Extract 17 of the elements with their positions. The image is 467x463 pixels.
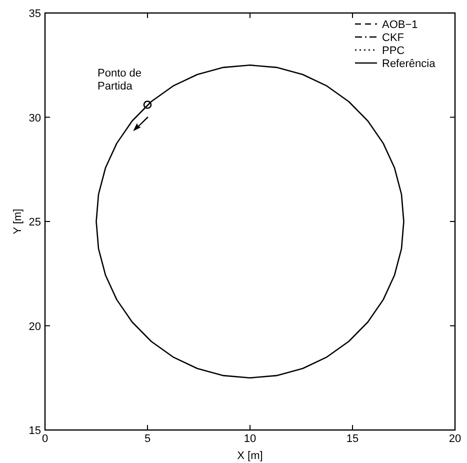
legend-label: AOB−1 (382, 19, 418, 31)
y-tick-label: 20 (28, 320, 41, 333)
x-tick-label: 15 (346, 433, 359, 445)
x-axis-title: X [m] (237, 450, 263, 462)
x-tick-label: 20 (448, 433, 462, 445)
legend-label: Referência (382, 58, 436, 70)
y-tick-label: 35 (28, 8, 41, 20)
x-tick-label: 10 (244, 433, 256, 445)
legend-label: PPC (382, 45, 405, 57)
y-tick-label: 30 (28, 112, 41, 124)
annotation: Ponto de Partida (98, 68, 142, 93)
x-tick-label: 5 (144, 433, 151, 445)
legend-label: CKF (382, 32, 404, 44)
x-tick-label: 0 (42, 433, 48, 445)
y-tick-label: 25 (28, 216, 41, 228)
y-axis-title: Y [m] (12, 208, 24, 234)
y-tick-label: 15 (28, 425, 41, 437)
